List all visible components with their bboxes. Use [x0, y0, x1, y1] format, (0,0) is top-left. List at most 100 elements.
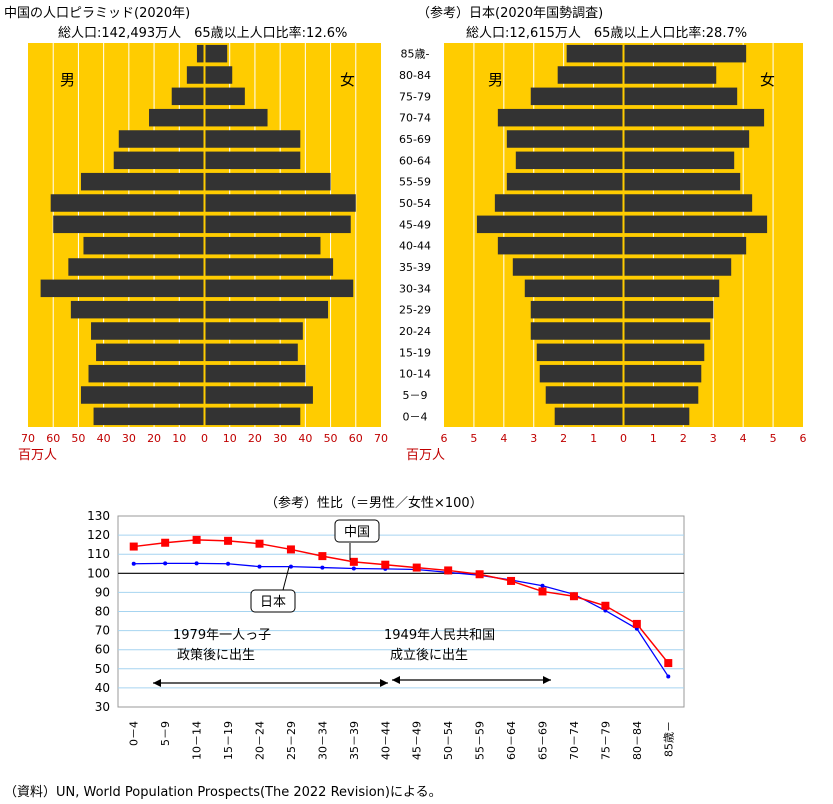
x-tick-label: 50: [71, 432, 85, 445]
china-line: [133, 539, 669, 664]
female-bar-10: [204, 258, 334, 276]
japan-point-2: [194, 561, 199, 566]
x-tick-label: 85歳－: [662, 721, 675, 757]
x-tick-label: 40: [298, 432, 312, 445]
x-tick-label: 60－64: [505, 721, 518, 760]
male-bar-0: [196, 44, 205, 63]
female-bar-12: [204, 300, 329, 319]
female-label: 女: [340, 71, 355, 89]
age-label: 30-34: [399, 282, 431, 295]
y-tick-label: 70: [95, 624, 110, 638]
male-bar-3: [497, 108, 624, 127]
y-tick-label: 120: [87, 528, 110, 542]
male-bar-8: [53, 215, 205, 234]
annotation-1-line-1: 1979年一人っ子: [173, 628, 271, 643]
annotation-1-line-2: 政策後に出生: [177, 647, 255, 663]
annotation-2-line-1: 1949年人民共和国: [384, 628, 495, 643]
china-point-9: [412, 563, 421, 572]
x-axis-unit-label: 百万人: [18, 448, 57, 463]
china-point-10: [444, 566, 453, 575]
male-label: 男: [488, 71, 503, 89]
female-bar-6: [204, 172, 331, 191]
x-tick-label: 65－69: [537, 721, 550, 760]
china-subtitle: 総人口:142,493万人 65歳以上人口比率:12.6%: [58, 26, 348, 41]
x-tick-label: 4: [740, 432, 747, 445]
sex-ratio-chart: 30 40 50 60 70 80 90 100 110 120 130 0－4 5－9 10－14 15－…: [87, 509, 685, 760]
male-bar-3: [149, 108, 205, 127]
x-tick-label: 20: [147, 432, 161, 445]
female-bar-7: [623, 194, 753, 212]
x-tick-label: 4: [500, 432, 507, 445]
y-tick-label: 50: [95, 662, 110, 676]
female-bar-14: [623, 343, 705, 362]
female-bar-10: [623, 258, 732, 276]
y-tick-label: 100: [87, 566, 110, 580]
x-tick-label: 20: [248, 432, 262, 445]
female-bar-3: [623, 108, 765, 127]
china-point-5: [286, 545, 295, 554]
female-bar-11: [204, 279, 354, 298]
female-bar-9: [204, 236, 321, 255]
female-bar-6: [623, 172, 741, 191]
male-bar-14: [96, 343, 205, 362]
male-bar-11: [40, 279, 205, 298]
age-label: 40-44: [399, 240, 431, 253]
china-point-13: [538, 587, 547, 596]
japan-point-0: [131, 561, 136, 566]
male-bar-11: [524, 279, 624, 298]
female-bar-4: [623, 130, 750, 148]
female-bar-11: [623, 279, 720, 298]
china-point-17: [664, 659, 673, 668]
japan-point-7: [351, 566, 356, 571]
japan-callout-box: [250, 589, 296, 613]
x-tick-label: 30: [122, 432, 136, 445]
male-bar-1: [186, 66, 205, 84]
female-bar-7: [204, 194, 356, 212]
female-bar-2: [623, 87, 738, 106]
female-bar-13: [623, 322, 711, 340]
male-bar-10: [512, 258, 624, 276]
x-tick-label: 0: [620, 432, 627, 445]
female-bar-3: [204, 108, 268, 127]
y-tick-label: 60: [95, 643, 110, 657]
x-tick-label: 70: [21, 432, 35, 445]
male-bar-0: [566, 44, 624, 63]
x-tick-label: 1: [590, 432, 597, 445]
male-label: 男: [60, 71, 75, 89]
female-bar-8: [623, 215, 768, 234]
sexratio-title: （参考）性比（＝男性／女性×100）: [265, 496, 483, 511]
japan-callout-leader: [282, 566, 290, 591]
source-note: （資料）UN, World Population Prospects(The 2…: [4, 785, 442, 800]
japan-point-13: [540, 583, 545, 588]
x-tick-label: 75－79: [599, 721, 612, 760]
annotation-1-arrow-left-head: [153, 679, 161, 687]
x-tick-label: 80－84: [631, 721, 644, 760]
x-tick-label: 45－49: [411, 721, 424, 760]
age-label: 55-59: [399, 176, 431, 189]
china-point-3: [224, 536, 233, 545]
male-bar-10: [68, 258, 205, 276]
japan-pyramid-chart: 6 5 4 3 2 1 0 1 2 3 4 5 6 85歳- 80-84 75-79 70-74 65-69 60-…: [399, 43, 807, 463]
china-point-8: [381, 560, 390, 569]
x-tick-label: 2: [560, 432, 567, 445]
male-bar-15: [88, 364, 205, 383]
china-point-7: [349, 557, 358, 566]
male-bar-13: [91, 322, 205, 340]
age-label: 75-79: [399, 90, 431, 103]
japan-point-17: [666, 674, 671, 679]
y-tick-label: 30: [95, 700, 110, 714]
x-tick-label: 6: [441, 432, 448, 445]
annotation-1-arrow-right-head: [380, 679, 388, 687]
x-tick-label: 10: [172, 432, 186, 445]
x-tick-label: 55－59: [474, 721, 487, 760]
x-tick-label: 1: [650, 432, 657, 445]
x-tick-label: 2: [680, 432, 687, 445]
age-label: 65-69: [399, 133, 431, 146]
x-tick-label: 0－4: [128, 721, 141, 746]
japan-point-3: [226, 561, 231, 566]
age-label: 85歳-: [401, 48, 430, 61]
male-bar-9: [497, 236, 624, 255]
male-bar-15: [539, 364, 624, 383]
